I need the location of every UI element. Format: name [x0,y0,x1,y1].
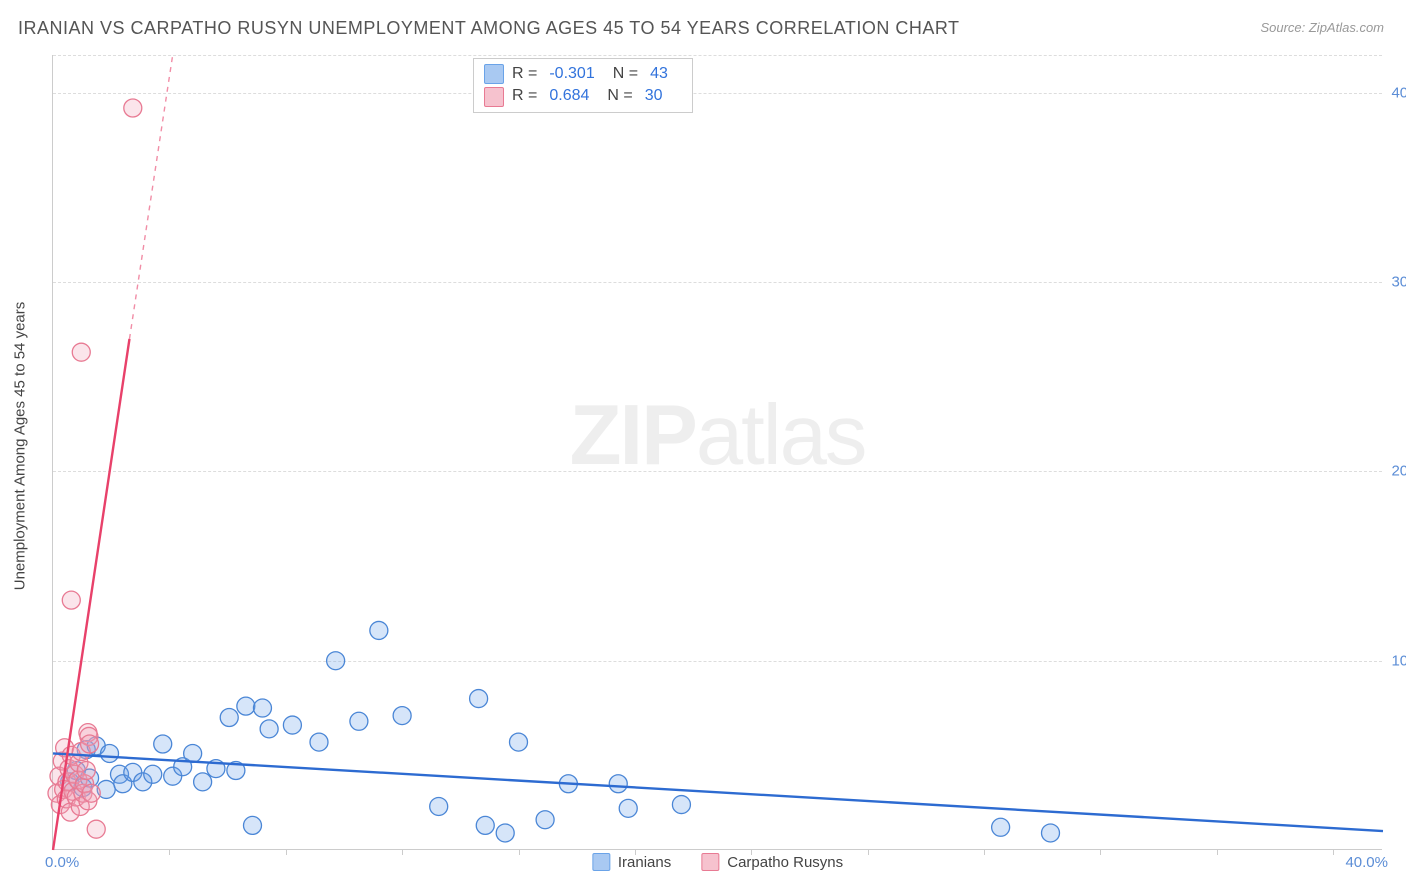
data-point [154,735,172,753]
data-point [82,784,100,802]
data-point [144,765,162,783]
data-point [470,690,488,708]
x-tick [169,849,170,855]
data-point [77,762,95,780]
legend-swatch-blue [484,64,504,84]
data-point [672,796,690,814]
y-axis-label: Unemployment Among Ages 45 to 54 years [12,302,29,591]
data-point [244,816,262,834]
chart-title: IRANIAN VS CARPATHO RUSYN UNEMPLOYMENT A… [18,18,960,39]
x-tick [402,849,403,855]
data-point [101,744,119,762]
x-axis-min-label: 0.0% [45,854,79,871]
data-point [184,744,202,762]
data-point [72,343,90,361]
legend-stats-row: R = 0.684 N = 30 [484,85,678,107]
legend-series: Iranians Carpatho Rusyns [592,853,843,871]
legend-stats: R = -0.301 N = 43 R = 0.684 N = 30 [473,58,693,113]
data-point [1042,824,1060,842]
data-point [327,652,345,670]
data-point [609,775,627,793]
data-point [194,773,212,791]
legend-swatch-pink [701,853,719,871]
data-point [430,797,448,815]
x-tick [286,849,287,855]
source-attribution: Source: ZipAtlas.com [1260,20,1384,35]
y-tick-label: 30.0% [1388,274,1406,291]
data-point [536,811,554,829]
plot-area: ZIPatlas 10.0%20.0%30.0%40.0% R = -0.301… [52,55,1382,850]
scatter-svg [53,55,1382,849]
data-point [476,816,494,834]
legend-item-carpatho: Carpatho Rusyns [701,853,843,871]
trend-line-dashed [129,55,172,339]
data-point [283,716,301,734]
data-point [510,733,528,751]
data-point [393,707,411,725]
x-tick [1217,849,1218,855]
data-point [496,824,514,842]
y-tick-label: 10.0% [1388,652,1406,669]
y-tick-label: 20.0% [1388,463,1406,480]
legend-stats-row: R = -0.301 N = 43 [484,63,678,85]
x-axis-max-label: 40.0% [1345,854,1388,871]
x-tick [984,849,985,855]
legend-item-iranians: Iranians [592,853,671,871]
x-tick [1333,849,1334,855]
data-point [260,720,278,738]
data-point [310,733,328,751]
x-tick [1100,849,1101,855]
y-tick-label: 40.0% [1388,84,1406,101]
data-point [81,735,99,753]
data-point [87,820,105,838]
data-point [62,591,80,609]
x-tick [519,849,520,855]
legend-swatch-blue [592,853,610,871]
x-tick [868,849,869,855]
data-point [619,799,637,817]
data-point [350,712,368,730]
data-point [220,709,238,727]
data-point [124,99,142,117]
data-point [237,697,255,715]
legend-swatch-pink [484,87,504,107]
data-point [992,818,1010,836]
data-point [370,621,388,639]
data-point [253,699,271,717]
chart-container: IRANIAN VS CARPATHO RUSYN UNEMPLOYMENT A… [0,0,1406,892]
